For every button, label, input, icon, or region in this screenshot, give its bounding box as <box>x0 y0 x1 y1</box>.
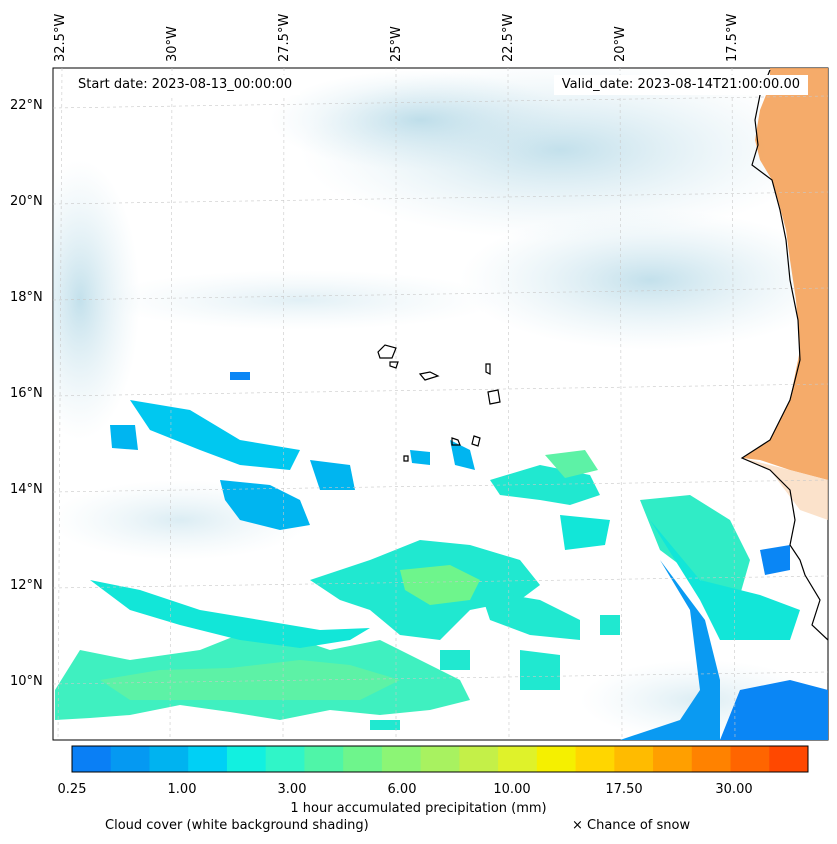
colorbar-tick-label: 3.00 <box>277 782 307 797</box>
colorbar-tick-label: 17.50 <box>605 782 643 797</box>
colorbar-segment <box>769 746 809 772</box>
colorbar-segment <box>653 746 693 772</box>
colorbar-segment <box>265 746 305 772</box>
latitude-label: 12°N <box>10 578 43 593</box>
longitude-label: 22.5°W <box>501 13 516 62</box>
longitude-label: 20°W <box>613 26 628 62</box>
longitude-label: 25°W <box>389 26 404 62</box>
colorbar-segment <box>72 746 112 772</box>
land-surface-shading <box>742 68 828 480</box>
latitude-label: 14°N <box>10 482 43 497</box>
colorbar-tick-label: 6.00 <box>387 782 417 797</box>
longitude-label: 32.5°W <box>53 13 68 62</box>
colorbar-title: 1 hour accumulated precipitation (mm) <box>290 801 547 816</box>
colorbar-segment <box>343 746 383 772</box>
snow-chance-note: × Chance of snow <box>572 818 691 833</box>
colorbar-segment <box>188 746 228 772</box>
colorbar-segment <box>459 746 499 772</box>
colorbar-tick-label: 30.00 <box>715 782 753 797</box>
land-surface-shading-south <box>742 458 828 520</box>
colorbar-segment <box>110 746 150 772</box>
colorbar-segment <box>226 746 267 772</box>
latitude-label: 18°N <box>10 290 43 305</box>
start-date-label: Start date: 2023-08-13_00:00:00 <box>70 75 301 95</box>
longitude-label: 17.5°W <box>725 13 740 62</box>
graticule <box>53 68 828 740</box>
latitude-label: 10°N <box>10 674 43 689</box>
longitude-label: 30°W <box>165 26 180 62</box>
cloud-cover-note: Cloud cover (white background shading) <box>105 818 369 833</box>
colorbar-tick-label: 1.00 <box>167 782 197 797</box>
colorbar-segment <box>149 746 189 772</box>
colorbar-tick-label: 10.00 <box>493 782 531 797</box>
colorbar-segment <box>536 746 577 772</box>
coastline <box>377 69 828 641</box>
colorbar-segment <box>614 746 654 772</box>
colorbar-tick-label: 0.25 <box>57 782 87 797</box>
colorbar-segment <box>575 746 615 772</box>
precipitation-field <box>55 372 828 740</box>
latitude-label: 20°N <box>10 194 43 209</box>
latitude-label: 22°N <box>10 98 43 113</box>
precipitation-colorbar <box>71 745 809 773</box>
colorbar-segment <box>498 746 538 772</box>
colorbar-segment <box>730 746 770 772</box>
colorbar-segment <box>381 746 422 772</box>
colorbar-segment <box>304 746 344 772</box>
latitude-label: 16°N <box>10 386 43 401</box>
colorbar-segment <box>691 746 732 772</box>
longitude-label: 27.5°W <box>277 13 292 62</box>
colorbar-segment <box>420 746 460 772</box>
valid-date-label: Valid_date: 2023-08-14T21:00:00.00 <box>553 75 808 95</box>
colorbar-border <box>71 745 809 773</box>
